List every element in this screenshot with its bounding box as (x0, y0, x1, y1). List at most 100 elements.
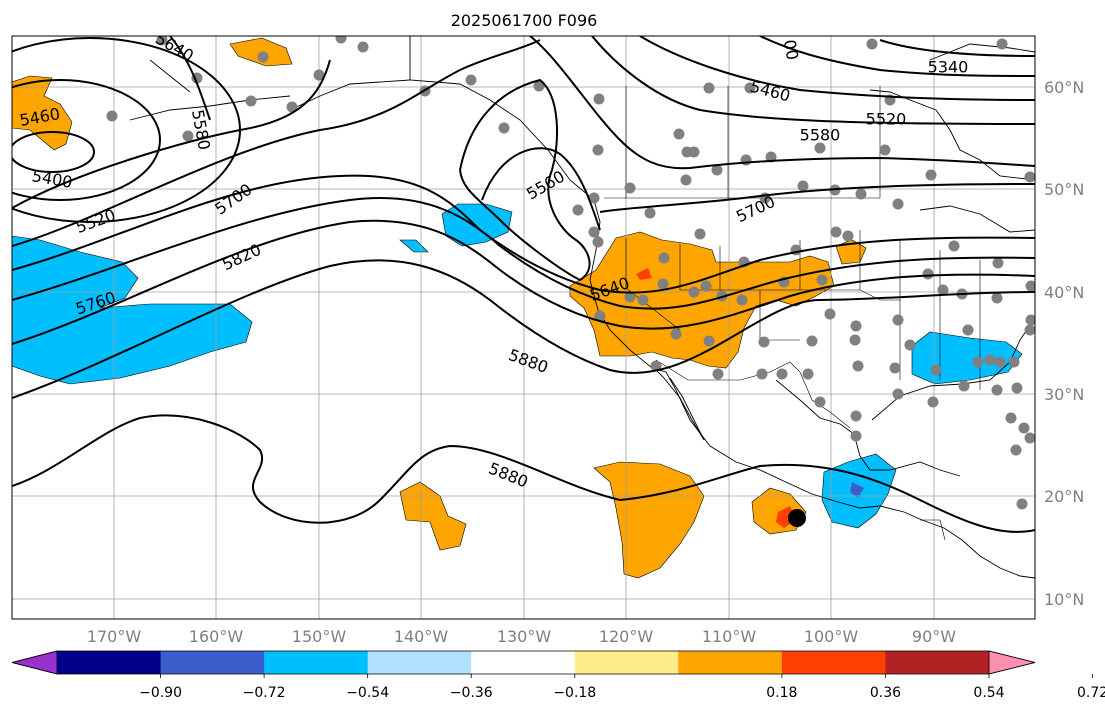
station-dot (1024, 432, 1035, 444)
colorbar-tick-label: −0.54 (346, 685, 389, 701)
station-dot (842, 230, 854, 242)
station-dot (892, 388, 904, 400)
station-dot (700, 280, 712, 292)
station-dot (816, 274, 828, 286)
colorbar-segment (781, 651, 886, 674)
longitude-label: 160°W (189, 627, 244, 646)
coastlines (129, 36, 1035, 579)
station-dot (1024, 171, 1035, 183)
station-dot (106, 110, 118, 122)
latitude-labels: 60°N 50°N 40°N 30°N 20°N 10°N (1044, 78, 1084, 609)
station-dot (855, 188, 867, 200)
colorbar-tick-label: 0.18 (766, 685, 797, 701)
station-dot (736, 294, 748, 306)
station-dot (927, 396, 939, 408)
colorbar-segment (264, 651, 369, 674)
station-dot (892, 198, 904, 210)
station-dot (991, 384, 1003, 396)
positive-anomaly-area (399, 481, 467, 551)
station-dot (357, 41, 369, 53)
longitude-label: 150°W (292, 627, 347, 646)
station-dot (925, 169, 937, 181)
contour-label: 5580 (188, 108, 214, 151)
station-dot (712, 368, 724, 380)
colorbar-tick-label: −0.72 (243, 685, 286, 701)
station-dot (650, 360, 662, 372)
colorbar-segment (885, 651, 990, 674)
map-title: 2025061700 F096 (451, 11, 598, 30)
station-dot (849, 334, 861, 346)
station-dot (694, 228, 706, 240)
station-dot (624, 182, 636, 194)
station-dot (830, 226, 842, 238)
longitude-labels: 170°W 160°W 150°W 140°W 130°W 120°W 110°W 100°W… (87, 627, 956, 646)
station-dot (904, 339, 916, 351)
positive-anomaly-area (593, 461, 705, 579)
station-dot (670, 328, 682, 340)
latitude-label: 60°N (1044, 78, 1084, 97)
station-dot (657, 278, 669, 290)
station-dot (624, 291, 636, 303)
station-dot (962, 324, 974, 336)
station-dot (588, 226, 600, 238)
station-dot (1005, 412, 1017, 424)
station-dot (984, 354, 996, 366)
strong-negative-anomaly-area (850, 482, 864, 498)
station-dot (1016, 498, 1028, 510)
station-dot (313, 69, 325, 81)
contour-label: 5700 (211, 180, 255, 219)
station-dot (711, 164, 723, 176)
station-dot (1025, 314, 1035, 326)
station-dot (572, 204, 584, 216)
longitude-label: 170°W (87, 627, 142, 646)
station-dot (866, 38, 878, 50)
station-dot (335, 36, 347, 44)
colorbar-tick-label: 0.36 (870, 685, 901, 701)
station-dot (588, 192, 600, 204)
longitude-label: 100°W (804, 627, 859, 646)
latitude-label: 40°N (1044, 283, 1084, 302)
station-dot (1011, 382, 1023, 394)
contour-label: 5340 (928, 58, 969, 77)
colorbar-tick-label: 0.54 (973, 685, 1004, 701)
station-dot (182, 130, 194, 142)
colorbar-extend-high (988, 650, 1036, 675)
station-dot (1010, 444, 1022, 456)
station-dot (744, 82, 756, 94)
station-dot (850, 430, 862, 442)
station-dot (992, 257, 1004, 269)
contour-label: 5520 (866, 110, 907, 129)
station-dot (658, 252, 670, 264)
station-dot (592, 144, 604, 156)
contour-label: 5640 (152, 29, 197, 66)
station-dot (892, 314, 904, 326)
negative-anomaly-area (441, 203, 513, 247)
strong-positive-anomaly-area (636, 268, 652, 280)
station-dot (637, 294, 649, 306)
station-dot (814, 142, 826, 154)
colorbar-tick-label: −0.18 (553, 685, 596, 701)
longitude-label: 90°W (912, 627, 956, 646)
station-dot (703, 335, 715, 347)
colorbar (11, 650, 1036, 675)
station-dot (930, 364, 942, 376)
station-dot (922, 268, 934, 280)
storm-marker (788, 509, 806, 527)
station-dot (592, 236, 604, 248)
height-contours (12, 36, 1035, 533)
station-dot (1008, 356, 1020, 368)
station-dot (533, 80, 545, 92)
colorbar-tick-label: 0.72 (1077, 685, 1105, 701)
longitude-label: 140°W (394, 627, 449, 646)
station-dot (257, 51, 269, 63)
contour-label: 5460 (748, 77, 792, 106)
station-dot (245, 95, 257, 107)
station-dot (776, 368, 788, 380)
map-frame (11, 35, 1036, 620)
latitude-label: 10°N (1044, 590, 1084, 609)
station-dot (758, 336, 770, 348)
station-dot (958, 380, 970, 392)
station-dot (802, 368, 814, 380)
colorbar-segment (678, 651, 783, 674)
station-dot (688, 146, 700, 158)
